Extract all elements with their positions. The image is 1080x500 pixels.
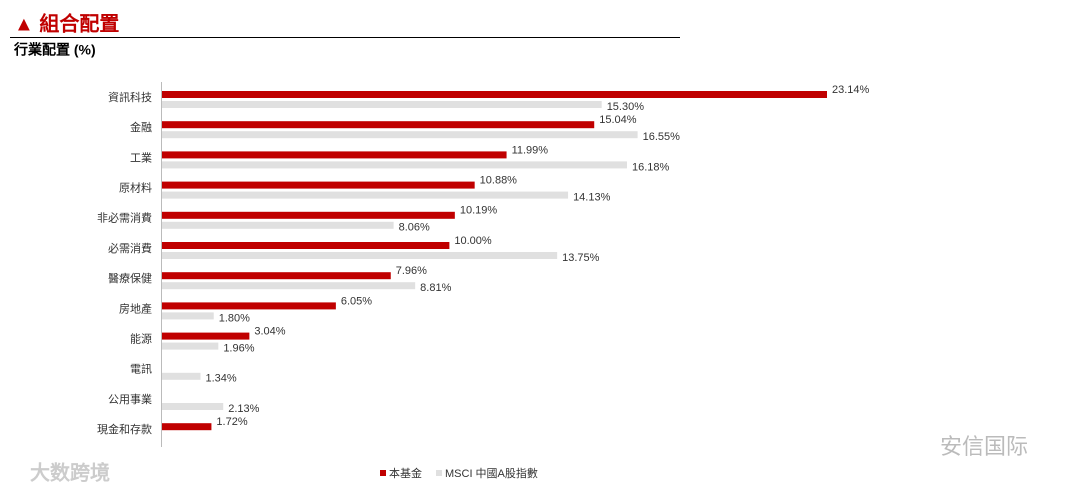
y-tick-label: 能源 [130,332,152,346]
bar [162,242,450,249]
data-label: 1.96% [223,343,254,355]
data-label: 10.19% [460,205,498,217]
data-label: 13.75% [562,252,600,264]
bar [162,161,627,169]
y-tick-label: 資訊科技 [108,90,152,104]
data-label: 10.88% [480,175,518,187]
bar [162,252,558,259]
legend-label: MSCI 中國A股指數 [445,466,538,480]
bar [162,372,201,380]
data-label: 1.72% [216,416,247,428]
bar [162,181,475,189]
bar [162,221,394,229]
data-label: 7.96% [396,265,427,277]
data-label: 23.14% [832,84,870,96]
bar [162,131,638,139]
data-label: 11.99% [512,144,549,156]
legend-label: 本基金 [389,466,422,480]
y-tick-label: 醫療保健 [108,271,152,285]
bar [162,121,595,129]
data-label: 6.05% [341,295,372,307]
bar [162,302,336,310]
bar [162,423,212,431]
bar [162,272,391,280]
data-label: 16.55% [643,131,681,143]
watermark: 大数跨境 [30,460,110,484]
y-tick-label: 工業 [130,151,152,164]
bar [162,332,250,340]
bar [162,282,416,290]
y-tick-label: 金融 [130,120,152,134]
bar [162,151,507,159]
data-label: 16.18% [632,161,670,173]
bar [162,211,455,219]
chart-subtitle: 行業配置 (%) [13,42,96,58]
data-label: 1.34% [206,373,237,385]
bar [162,342,219,350]
data-label: 15.04% [599,114,637,126]
y-tick-label: 非必需消費 [97,211,152,225]
watermark: 安信国际 [940,434,1028,459]
y-tick-label: 必需消費 [108,241,152,255]
data-label: 15.30% [607,101,645,113]
y-tick-label: 房地產 [119,301,152,315]
y-tick-label: 現金和存款 [97,422,152,436]
bar [162,91,827,98]
y-tick-label: 電訊 [130,362,152,376]
data-label: 14.13% [573,192,611,204]
legend-swatch [380,470,386,476]
data-label: 10.00% [454,235,492,247]
data-label: 1.80% [219,312,250,324]
y-tick-label: 公用事業 [108,393,152,406]
data-label: 3.04% [254,326,285,338]
data-label: 2.13% [228,403,259,415]
bar [162,101,602,108]
data-label: 8.81% [420,282,451,294]
bar [162,403,224,410]
section-title: ▲ 組合配置 [14,11,119,35]
y-tick-label: 原材料 [119,181,152,195]
bar [162,191,569,199]
bar [162,312,214,320]
legend-swatch [436,470,442,476]
data-label: 8.06% [399,222,430,234]
